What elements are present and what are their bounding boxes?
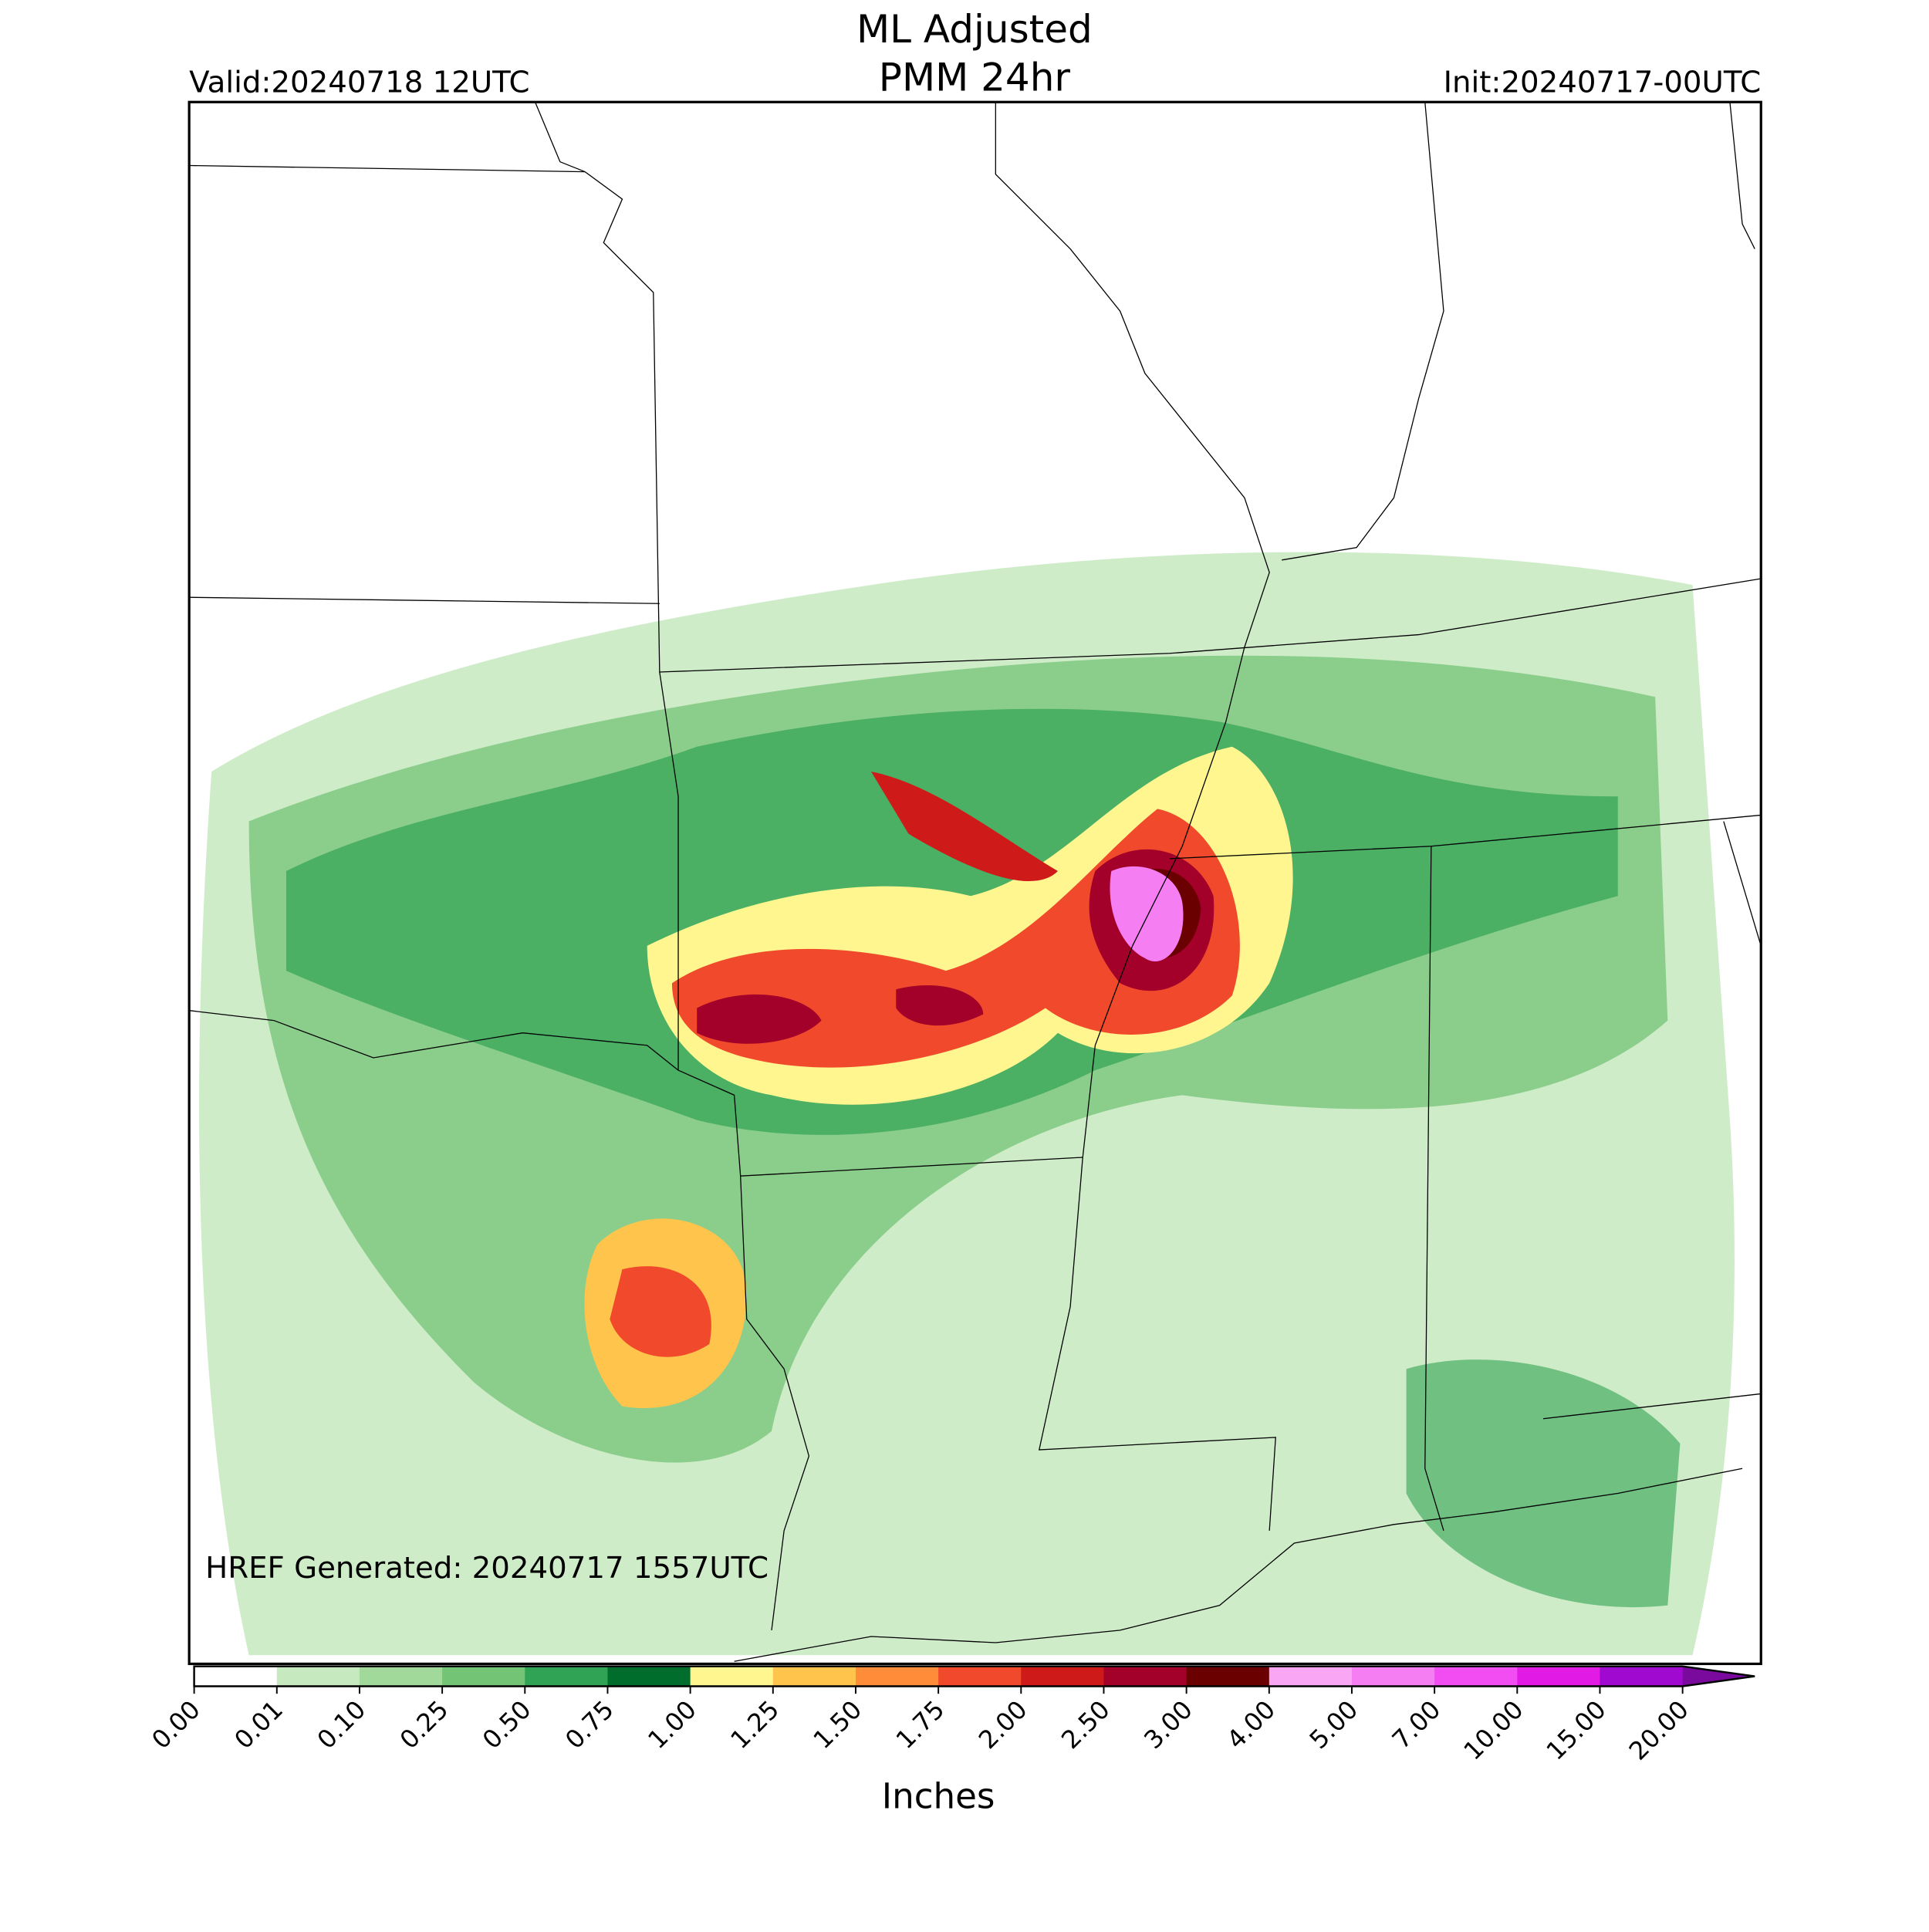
colorbar-tick-label: 0.00 bbox=[146, 1695, 206, 1755]
generated-time: HREF Generated: 20240717 1557UTC bbox=[205, 1551, 769, 1586]
colorbar-tick-label: 4.00 bbox=[1221, 1695, 1281, 1755]
colorbar-tick-label: 2.50 bbox=[1056, 1695, 1116, 1755]
valid-time: Valid:20240718 12UTC bbox=[189, 65, 529, 100]
colorbar-segment bbox=[607, 1666, 691, 1687]
colorbar-segment bbox=[1517, 1666, 1601, 1687]
colorbar-tick-label: 0.01 bbox=[228, 1695, 289, 1755]
colorbar-segment bbox=[772, 1666, 856, 1687]
colorbar-label: Inches bbox=[882, 1776, 995, 1817]
colorbar-segment bbox=[1351, 1666, 1435, 1687]
colorbar-segment bbox=[1600, 1666, 1684, 1687]
colorbar-tick-label: 7.00 bbox=[1387, 1695, 1447, 1755]
colorbar-segment bbox=[1021, 1666, 1105, 1687]
colorbar-tick-label: 5.00 bbox=[1304, 1695, 1364, 1755]
colorbar-tick-label: 0.25 bbox=[394, 1695, 454, 1755]
colorbar-tick-label: 15.00 bbox=[1541, 1695, 1612, 1766]
state-borders bbox=[189, 102, 1762, 1662]
colorbar-tick-label: 1.00 bbox=[642, 1695, 702, 1755]
colorbar-tick-label: 1.75 bbox=[890, 1695, 951, 1755]
colorbar-tick-label: 0.50 bbox=[477, 1695, 537, 1755]
colorbar-segment bbox=[938, 1666, 1022, 1687]
colorbar-tick-label: 3.00 bbox=[1138, 1695, 1198, 1755]
colorbar-segment bbox=[1103, 1666, 1187, 1687]
colorbar-tick-label: 1.50 bbox=[808, 1695, 868, 1755]
colorbar-segment bbox=[442, 1666, 526, 1687]
colorbar-segment bbox=[1434, 1666, 1519, 1687]
colorbar: 0.00 0.01 0.10 0.25 0.50 0.75 1.00 1.25 1.50 1.75… bbox=[146, 1665, 1755, 1766]
colorbar-segment bbox=[359, 1666, 443, 1687]
colorbar-segment bbox=[525, 1666, 609, 1687]
colorbar-tick-label: 1.25 bbox=[725, 1695, 785, 1755]
colorbar-extension bbox=[1682, 1666, 1755, 1687]
colorbar-segment bbox=[194, 1666, 278, 1687]
colorbar-segment bbox=[855, 1666, 939, 1687]
colorbar-tick-label: 2.00 bbox=[973, 1695, 1033, 1755]
map bbox=[187, 100, 1762, 1666]
colorbar-frame bbox=[193, 1665, 1755, 1687]
colorbar-tick-label: 10.00 bbox=[1458, 1695, 1529, 1766]
map-frame bbox=[187, 100, 1762, 1666]
colorbar-segment bbox=[1186, 1666, 1270, 1687]
colorbar-segment bbox=[276, 1666, 360, 1687]
colorbar-segment bbox=[1269, 1666, 1353, 1687]
colorbar-tick-label: 0.75 bbox=[559, 1695, 620, 1755]
title-line-2: PMM 24hr bbox=[879, 56, 1071, 100]
init-time: Init:20240717-00UTC bbox=[1444, 65, 1762, 100]
colorbar-tick-label: 20.00 bbox=[1623, 1695, 1694, 1766]
colorbar-tick-label: 0.10 bbox=[312, 1695, 372, 1755]
precip-field bbox=[199, 552, 1735, 1656]
colorbar-segment bbox=[690, 1666, 774, 1687]
title-line-1: ML Adjusted bbox=[856, 7, 1093, 52]
